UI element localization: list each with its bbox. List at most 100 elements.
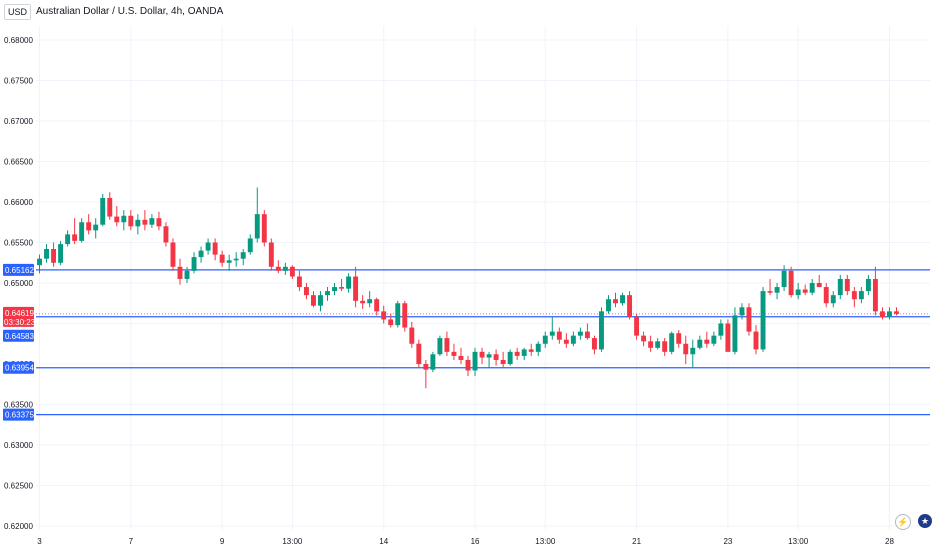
- candle-body: [493, 354, 499, 360]
- price-tag: [3, 329, 34, 342]
- candle-body: [500, 359, 506, 364]
- candle-body: [823, 287, 829, 304]
- australia-flag-icon: ★: [918, 514, 932, 528]
- candle-body: [332, 287, 337, 292]
- candle-body: [662, 341, 668, 352]
- candle-body: [233, 258, 239, 261]
- current-price-label: 0.64619: [5, 309, 34, 318]
- candle-body: [521, 349, 527, 356]
- candle-body: [184, 270, 190, 279]
- y-tick-label: 0.63500: [4, 401, 33, 410]
- x-tick-label: 28: [885, 537, 894, 546]
- candle-body: [198, 250, 204, 258]
- candle-body: [816, 283, 822, 288]
- candle-body: [51, 248, 57, 263]
- candle-body: [620, 295, 625, 304]
- candle-body: [37, 258, 42, 266]
- x-tick-label: 21: [632, 537, 641, 546]
- candle-body: [339, 287, 345, 289]
- candle-body: [472, 351, 478, 371]
- candle-body: [542, 335, 548, 344]
- candle-body: [774, 287, 780, 293]
- candle-body: [100, 197, 106, 225]
- candle-body: [268, 242, 274, 267]
- candle-body: [93, 224, 99, 231]
- candle-body: [353, 276, 359, 301]
- chart-grid: [36, 26, 930, 530]
- candle-body: [830, 295, 836, 304]
- x-tick-label: 14: [379, 537, 388, 546]
- candles: [37, 187, 899, 389]
- candle-body: [247, 238, 253, 253]
- candle-body: [430, 354, 436, 370]
- y-tick-label: 0.66000: [4, 198, 33, 207]
- candle-body: [86, 222, 92, 231]
- x-tick-label: 13:00: [535, 537, 556, 546]
- candle-body: [254, 214, 260, 239]
- candle-body: [444, 338, 450, 352]
- candle-body: [844, 278, 850, 292]
- x-tick-label: 13:00: [788, 537, 809, 546]
- candle-body: [416, 343, 422, 364]
- candle-body: [374, 299, 380, 312]
- candle-body: [65, 234, 71, 245]
- lightning-icon[interactable]: ⚡: [895, 514, 911, 530]
- price-tag-label: 0.64583: [5, 332, 34, 341]
- candle-body: [739, 307, 745, 316]
- candle-body: [514, 351, 520, 356]
- price-tag-label: 0.63375: [5, 411, 34, 420]
- candle-body: [802, 289, 808, 293]
- candle-body: [634, 317, 640, 336]
- candle-body: [72, 234, 78, 241]
- y-tick-label: 0.67000: [4, 117, 33, 126]
- candle-body: [591, 338, 597, 350]
- y-tick-label: 0.66500: [4, 158, 33, 167]
- x-tick-label: 3: [37, 537, 42, 546]
- candle-body: [613, 299, 618, 304]
- x-tick-label: 13:00: [282, 537, 303, 546]
- candle-body: [142, 219, 148, 225]
- candle-body: [746, 307, 752, 332]
- candle-body: [191, 257, 197, 271]
- candle-body: [683, 343, 689, 355]
- candle-body: [44, 248, 49, 259]
- candle-body: [718, 323, 724, 336]
- candle-body: [549, 331, 555, 336]
- candle-body: [535, 343, 541, 352]
- candle-body: [788, 270, 794, 296]
- candle-body: [458, 355, 464, 360]
- candle-body: [563, 339, 569, 344]
- price-tag: [3, 263, 34, 276]
- candle-body: [795, 289, 801, 296]
- price-tag: [3, 361, 34, 374]
- candle-body: [79, 222, 85, 241]
- candle-body: [577, 331, 583, 336]
- candle-body: [711, 335, 717, 344]
- candle-body: [872, 278, 878, 312]
- price-tag-label: 0.63954: [5, 364, 34, 373]
- candle-body: [865, 278, 871, 292]
- candle-body: [388, 319, 394, 326]
- candle-body: [781, 270, 787, 288]
- candle-body: [58, 244, 64, 263]
- countdown-label: 03:30:23: [4, 318, 36, 327]
- candle-body: [177, 266, 183, 279]
- candle-body: [156, 218, 162, 227]
- candle-body: [367, 299, 373, 304]
- candle-body: [767, 291, 773, 293]
- candle-body: [809, 283, 815, 293]
- y-tick-label: 0.62500: [4, 482, 33, 491]
- candle-body: [226, 260, 232, 263]
- candle-body: [360, 300, 366, 304]
- y-tick-label: 0.68000: [4, 36, 33, 45]
- candle-body: [261, 214, 267, 243]
- candle-body: [479, 351, 485, 358]
- candle-body: [556, 331, 562, 340]
- candle-body: [149, 218, 155, 225]
- candle-body: [205, 242, 211, 251]
- candle-body: [887, 311, 892, 318]
- candle-body: [240, 252, 246, 259]
- currency-selector[interactable]: USD: [4, 4, 32, 20]
